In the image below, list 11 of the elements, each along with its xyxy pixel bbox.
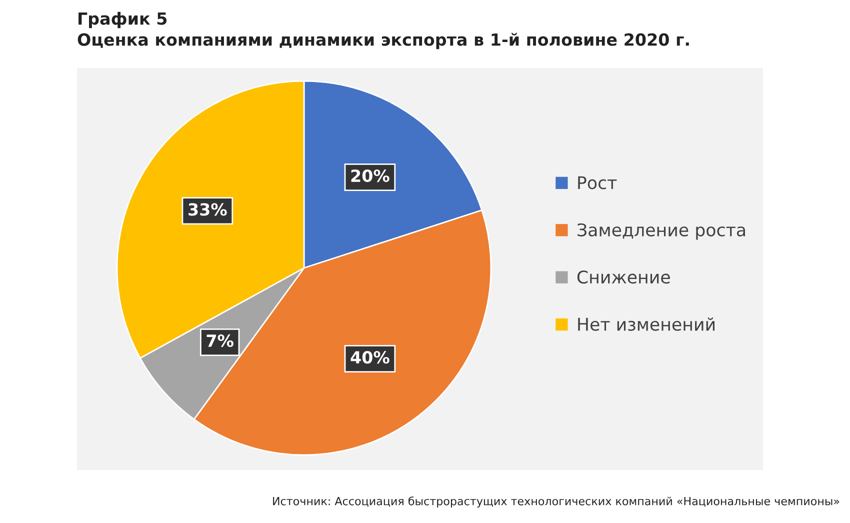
data-label: 33% xyxy=(188,203,227,216)
chart-subtitle: Оценка компаниями динамики экспорта в 1-й половине 2020 г. xyxy=(78,32,689,50)
text: Источник: Ассоциация быстрорастущих технологических компаний «Национальные чемпионы» xyxy=(273,496,840,508)
legend-label: Замедление роста xyxy=(578,223,745,240)
legend-label: Рост xyxy=(578,176,617,190)
chart-title: График 5 xyxy=(78,12,167,28)
legend-label: Нет изменений xyxy=(578,317,714,331)
legend-label: Снижение xyxy=(577,270,670,284)
data-label: 20% xyxy=(351,169,390,182)
data-label: 7% xyxy=(206,334,234,348)
data-label: 40% xyxy=(350,351,390,364)
